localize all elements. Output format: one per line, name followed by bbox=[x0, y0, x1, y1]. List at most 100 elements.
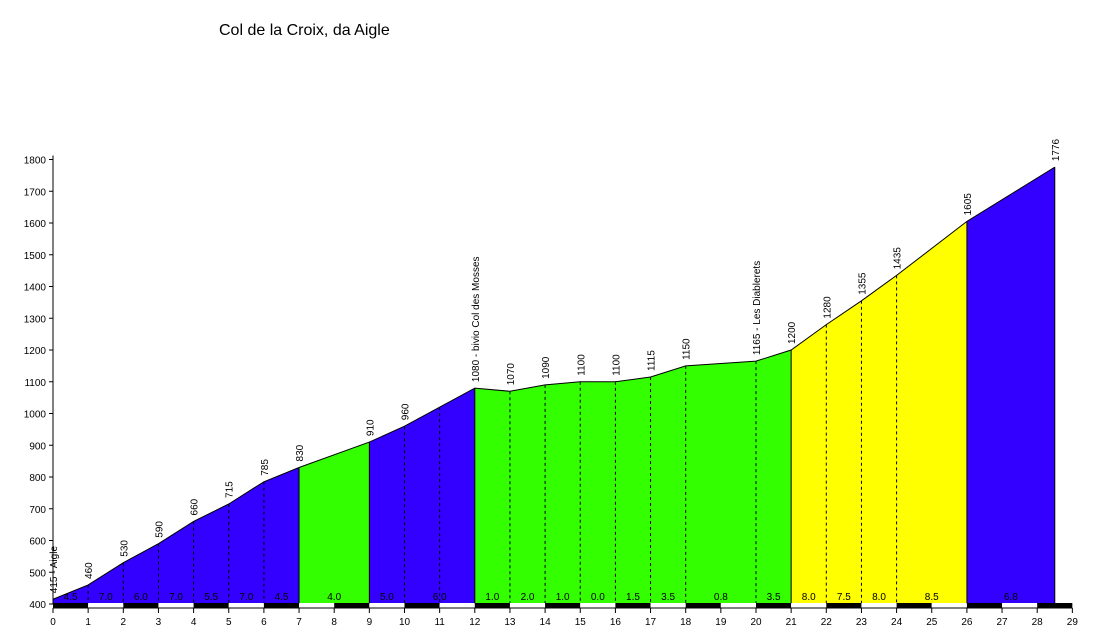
y-tick-label-500: 500 bbox=[29, 568, 46, 579]
scale-bar-km-2 bbox=[123, 603, 159, 608]
scale-bar-km-9 bbox=[369, 603, 405, 608]
scale-bar-km-17 bbox=[650, 603, 686, 608]
x-tick-label-4: 4 bbox=[191, 617, 197, 628]
gradient-label-11: 2.0 bbox=[521, 592, 535, 603]
elevation-label-11: 1070 bbox=[506, 363, 517, 386]
elevation-label-18: 1200 bbox=[787, 321, 798, 344]
x-tick-label-24: 24 bbox=[891, 617, 903, 628]
scale-bar-km-1 bbox=[88, 603, 124, 608]
elevation-label-0: 415 - Aigle bbox=[49, 546, 60, 594]
profile-segment-3 bbox=[474, 350, 792, 604]
scale-bar-km-10 bbox=[404, 603, 440, 608]
scale-bar-km-5 bbox=[228, 603, 264, 608]
elevation-label-2: 530 bbox=[119, 540, 130, 557]
x-tick-label-26: 26 bbox=[961, 617, 973, 628]
y-tick-label-1800: 1800 bbox=[24, 156, 47, 167]
scale-bar-km-28 bbox=[1037, 603, 1073, 608]
gradient-label-2: 6.0 bbox=[134, 592, 148, 603]
gradient-label-6: 4.5 bbox=[275, 592, 289, 603]
x-tick-label-21: 21 bbox=[786, 617, 798, 628]
scale-bar-km-16 bbox=[615, 603, 651, 608]
profile-outline bbox=[52, 166, 1056, 604]
x-tick-label-9: 9 bbox=[367, 617, 373, 628]
x-tick-label-0: 0 bbox=[50, 617, 56, 628]
scale-bar-km-23 bbox=[861, 603, 897, 608]
elevation-label-23: 1776 bbox=[1051, 138, 1062, 161]
scale-bar-km-24 bbox=[896, 603, 932, 608]
gradient-label-13: 0.0 bbox=[591, 592, 605, 603]
elevation-label-5: 715 bbox=[225, 481, 236, 498]
elevation-label-4: 660 bbox=[190, 498, 201, 515]
scale-bar-km-0 bbox=[53, 603, 89, 608]
elevation-label-19: 1280 bbox=[822, 296, 833, 319]
gradient-label-1: 7.0 bbox=[99, 592, 113, 603]
scale-bar-km-26 bbox=[966, 603, 1003, 608]
y-tick-label-1500: 1500 bbox=[24, 251, 47, 262]
x-tick-label-23: 23 bbox=[856, 617, 868, 628]
elevation-label-6: 785 bbox=[260, 459, 271, 476]
x-axis: 0 1 2 3 4 5 6 7 8 9 10 11 12 13 14 15 16 17 18 19 20 21 22 23 24… bbox=[50, 607, 1079, 628]
scale-bar-km-21 bbox=[791, 603, 827, 608]
elevation-label-7: 830 bbox=[295, 444, 306, 461]
scale-bar-km-4 bbox=[193, 603, 229, 608]
scale-bar-km-8 bbox=[334, 603, 370, 608]
scale-bar-km-25 bbox=[931, 603, 967, 608]
scale-bar-km-14 bbox=[545, 603, 581, 608]
gradient-label-3: 7.0 bbox=[169, 592, 183, 603]
y-tick-label-900: 900 bbox=[29, 441, 46, 452]
y-tick-label-700: 700 bbox=[29, 505, 46, 516]
gradient-label-5: 7.0 bbox=[239, 592, 253, 603]
gradient-label-12: 1.0 bbox=[556, 592, 570, 603]
dashed-km-markers bbox=[87, 221, 968, 604]
elevation-label-14: 1100 bbox=[611, 354, 622, 376]
y-tick-label-1700: 1700 bbox=[24, 187, 47, 198]
y-tick-label-1600: 1600 bbox=[24, 219, 47, 230]
gradient-label-4: 5.5 bbox=[204, 592, 218, 603]
gradient-label-14: 1.5 bbox=[626, 592, 640, 603]
x-tick-label-1: 1 bbox=[85, 617, 91, 628]
x-tick-label-7: 7 bbox=[296, 617, 302, 628]
profile-segment-1 bbox=[299, 442, 370, 604]
profile-segment-4 bbox=[791, 221, 967, 604]
gradient-label-9: 6.0 bbox=[433, 592, 447, 603]
profile-segment-0 bbox=[53, 467, 300, 604]
elevation-labels: 415 - Aigle 460 530 590 660 715 785 830 910 960 10… bbox=[49, 138, 1062, 593]
x-tick-label-29: 29 bbox=[1067, 617, 1079, 628]
gradient-label-20: 8.0 bbox=[872, 592, 886, 603]
elevation-label-20: 1355 bbox=[857, 272, 868, 295]
y-tick-label-400: 400 bbox=[29, 600, 46, 611]
elevation-label-9: 960 bbox=[401, 403, 412, 420]
x-tick-label-11: 11 bbox=[434, 617, 445, 628]
gradient-label-17: 3.5 bbox=[767, 592, 781, 603]
elevation-label-16: 1150 bbox=[682, 338, 693, 360]
gradient-label-15: 3.5 bbox=[661, 592, 675, 603]
scale-bar-km-15 bbox=[580, 603, 616, 608]
gradient-label-8: 5.0 bbox=[380, 592, 394, 603]
x-tick-label-2: 2 bbox=[121, 617, 127, 628]
elevation-label-10: 1080 - bivio Col des Mosses bbox=[471, 256, 482, 382]
x-tick-label-28: 28 bbox=[1032, 617, 1044, 628]
x-tick-label-8: 8 bbox=[331, 617, 337, 628]
y-tick-label-1300: 1300 bbox=[24, 314, 47, 325]
x-tick-label-10: 10 bbox=[399, 617, 411, 628]
x-tick-label-19: 19 bbox=[715, 617, 727, 628]
y-tick-label-1200: 1200 bbox=[24, 346, 47, 357]
x-tick-label-16: 16 bbox=[610, 617, 622, 628]
x-tick-label-15: 15 bbox=[575, 617, 587, 628]
y-axis: 400 500 600 700 800 900 1000 1100 1200 1300 1400 15… bbox=[24, 155, 54, 611]
scale-bar-km-11 bbox=[439, 603, 475, 608]
x-tick-label-17: 17 bbox=[645, 617, 657, 628]
profile-areas bbox=[53, 167, 1055, 604]
y-tick-label-1000: 1000 bbox=[24, 410, 47, 421]
elevation-label-8: 910 bbox=[365, 419, 376, 436]
gradient-labels: 4.5 7.0 6.0 7.0 5.5 7.0 4.5 4.0 5.0 6.0 1.0 2.0 1.0 0… bbox=[64, 592, 1019, 603]
profile-segment-2 bbox=[369, 388, 475, 604]
x-tick-label-20: 20 bbox=[750, 617, 762, 628]
gradient-label-18: 8.0 bbox=[802, 592, 816, 603]
gradient-label-22: 6.8 bbox=[1004, 592, 1018, 603]
y-tick-label-1400: 1400 bbox=[24, 283, 47, 294]
gradient-label-21: 8.5 bbox=[925, 592, 939, 603]
scale-bar-km-7 bbox=[299, 603, 335, 608]
scale-bar-km-20 bbox=[756, 603, 792, 608]
elevation-label-3: 590 bbox=[154, 521, 165, 538]
